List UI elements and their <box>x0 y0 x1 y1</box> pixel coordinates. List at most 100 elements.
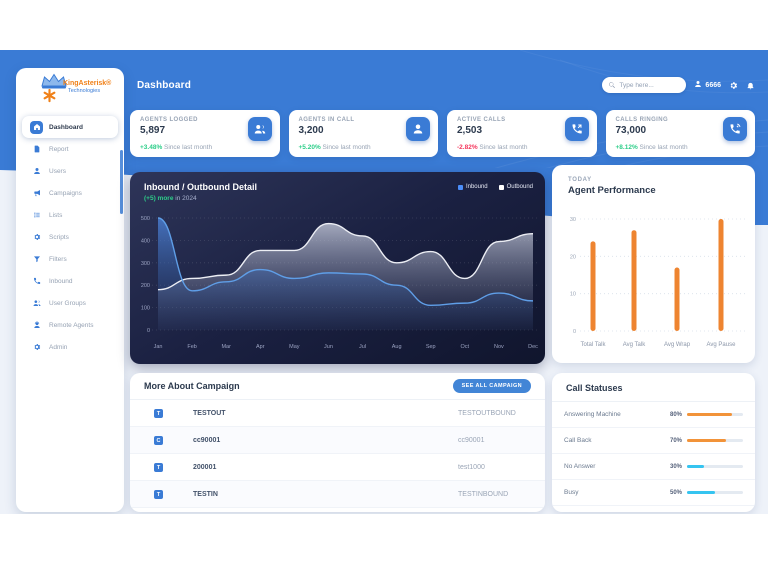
stat-icon-box <box>406 117 430 141</box>
call-status-progress-fill <box>687 491 715 494</box>
stat-icon-box <box>564 117 589 141</box>
call-status-progress-track <box>687 413 743 416</box>
bar-chart-svg: 0 10 20 30 Total Talk Avg Talk Avg Wrap Avg Pau… <box>570 217 746 348</box>
sidebar-item-users[interactable]: Users <box>22 160 118 182</box>
svg-text:May: May <box>289 344 300 350</box>
search-field[interactable] <box>619 81 681 89</box>
call-status-percent: 70% <box>669 437 682 444</box>
gear-icon <box>30 231 43 244</box>
svg-text:Jun: Jun <box>324 344 333 350</box>
sidebar-item-report[interactable]: Report <box>22 138 118 160</box>
campaign-value: test1000 <box>458 464 485 471</box>
inbound-outbound-panel: Inbound / Outbound Detail (+5) more in 2… <box>130 172 545 364</box>
campaign-row[interactable]: T TESTOUT TESTOUTBOUND <box>130 400 545 427</box>
svg-text:Jan: Jan <box>154 344 163 350</box>
gear-icon <box>30 341 43 354</box>
sidebar-item-lists[interactable]: Lists <box>22 204 118 226</box>
stat-label: AGENTS IN CALL <box>298 117 355 123</box>
stat-delta-line: +3.48% Since last month <box>140 144 213 151</box>
search-input[interactable] <box>602 77 687 93</box>
sidebar-item-user-groups[interactable]: User Groups <box>22 292 118 314</box>
sidebar-item-remote-agents[interactable]: Remote Agents <box>22 314 118 336</box>
chart-title: Inbound / Outbound Detail <box>144 182 257 192</box>
see-all-campaign-button[interactable]: SEE ALL CAMPAIGN <box>452 379 531 393</box>
sidebar-item-scripts[interactable]: Scripts <box>22 226 118 248</box>
svg-text:400: 400 <box>141 238 150 244</box>
stat-delta: -2.82% <box>457 144 478 151</box>
gear-icon <box>730 81 738 89</box>
legend-label: Outbound <box>506 184 533 190</box>
call-status-percent: 50% <box>669 489 682 496</box>
call-status-progress-fill <box>687 413 732 416</box>
call-status-label: Call Back <box>564 437 592 444</box>
agents-group-icon <box>254 125 265 134</box>
stat-label: ACTIVE CALLS <box>457 117 506 123</box>
home-icon <box>30 120 43 134</box>
user-icon <box>695 81 702 87</box>
megaphone-icon <box>30 187 43 200</box>
svg-text:Aug: Aug <box>392 344 402 350</box>
svg-text:Nov: Nov <box>494 344 504 350</box>
legend-item-outbound[interactable]: Outbound <box>498 184 533 190</box>
svg-text:Feb: Feb <box>187 344 196 350</box>
sidebar-item-campaigns[interactable]: Campaigns <box>22 182 118 204</box>
sidebar-item-label: Campaigns <box>49 189 82 197</box>
notifications-icon[interactable] <box>746 81 755 90</box>
phone-icon <box>30 275 43 288</box>
bell-icon <box>747 82 754 89</box>
megaphone-icon <box>33 190 40 197</box>
call-status-percent: 30% <box>669 463 682 470</box>
svg-text:Total Talk: Total Talk <box>581 342 607 348</box>
sidebar-item-dashboard[interactable]: Dashboard <box>22 116 118 138</box>
user-menu[interactable]: 6666 <box>694 80 721 90</box>
call-status-progress-fill <box>687 439 727 442</box>
filter-icon <box>33 256 40 263</box>
sidebar-item-filters[interactable]: Filters <box>22 248 118 270</box>
svg-text:30: 30 <box>570 217 576 223</box>
campaign-row[interactable]: T 200001 test1000 <box>130 454 545 481</box>
user-icon <box>30 165 43 178</box>
stat-delta: +5.20% <box>298 144 321 151</box>
stat-icon-box <box>723 117 747 141</box>
stat-card-active-calls: ACTIVE CALLS 2,503 -2.82% Since last month <box>447 110 597 157</box>
sidebar-scrollbar[interactable] <box>120 150 123 214</box>
legend-item-inbound[interactable]: Inbound <box>457 184 488 190</box>
svg-text:Dec: Dec <box>528 344 538 350</box>
call-status-progress-track <box>687 465 743 468</box>
settings-icon[interactable] <box>729 81 738 90</box>
svg-text:Avg Wrap: Avg Wrap <box>664 342 691 348</box>
call-statuses-list: Answering Machine 80% Call Back 70% No Answe… <box>552 402 755 506</box>
call-status-label: Busy <box>564 489 579 496</box>
campaign-row[interactable]: T TESTIN TESTINBOUND <box>130 481 545 508</box>
panel-kicker: TODAY <box>568 177 592 183</box>
campaign-name: TESTIN <box>193 491 218 498</box>
topbar-actions: 6666 <box>602 77 755 93</box>
area-chart-svg: 0 100 200 300 400 500 Jan Feb Mar Apr May Jun Jul Aug… <box>141 216 538 350</box>
panel-title: Agent Performance <box>568 185 656 196</box>
user-id: 6666 <box>705 81 721 89</box>
call-status-row: Busy 50% <box>552 480 755 506</box>
campaign-name: 200001 <box>193 464 217 471</box>
agent-in-call-icon <box>413 124 423 134</box>
sidebar-menu: Dashboard Report Users Campaigns Lists Script… <box>16 116 124 358</box>
sidebar-item-inbound[interactable]: Inbound <box>22 270 118 292</box>
call-status-progress-track <box>687 439 743 442</box>
svg-text:300: 300 <box>141 261 150 267</box>
campaign-type-icon: C <box>154 436 163 445</box>
stat-value: 5,897 <box>140 125 166 136</box>
list-icon <box>33 212 40 218</box>
chart-subtitle: (+5) more in 2024 <box>144 195 197 202</box>
sidebar-item-label: Inbound <box>49 277 73 285</box>
call-status-progress-fill <box>687 465 704 468</box>
agent-icon <box>30 319 43 332</box>
logo: KingAsterisk® Technologies <box>16 68 124 116</box>
stat-card-agents-in-call: AGENTS IN CALL 3,200 +5.20% Since last mon… <box>288 110 438 157</box>
stat-cards-row: AGENTS LOGGED 5,897 +3.48% Since last mont… <box>130 110 755 157</box>
sidebar-item-admin[interactable]: Admin <box>22 336 118 358</box>
users-icon <box>30 297 43 310</box>
call-status-percent: 80% <box>669 411 682 418</box>
stat-delta-line: +8.12% Since last month <box>615 144 688 151</box>
stat-label: AGENTS LOGGED <box>140 117 198 123</box>
list-icon <box>30 209 43 222</box>
